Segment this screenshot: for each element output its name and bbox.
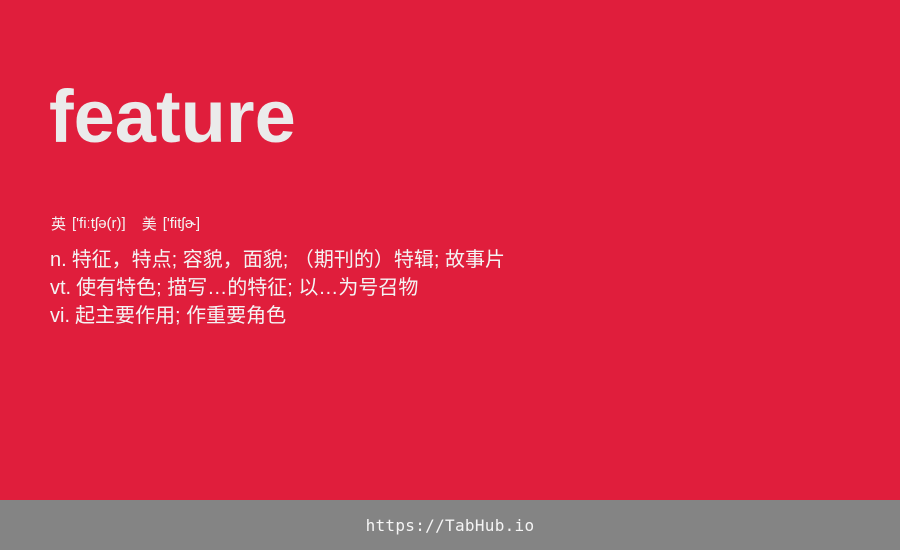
definition-text: 起主要作用; 作重要角色 <box>75 305 287 327</box>
definition-item: vt. 使有特色; 描写…的特征; 以…为号召物 <box>50 274 505 302</box>
part-of-speech: n. <box>50 249 67 271</box>
tabhub-link[interactable]: https://TabHub.io <box>365 515 535 535</box>
footer-bar: https://TabHub.io <box>0 500 900 550</box>
part-of-speech: vi. <box>50 305 70 327</box>
part-of-speech: vt. <box>50 277 72 299</box>
definition-item: vi. 起主要作用; 作重要角色 <box>50 302 505 330</box>
phonetic-uk-text: ['fiːtʃə(r)] <box>72 214 126 232</box>
phonetic-uk-label: 英 <box>51 215 67 233</box>
definition-item: n. 特征，特点; 容貌，面貌; （期刊的）特辑; 故事片 <box>50 246 505 274</box>
phonetics-row: 英 ['fiːtʃə(r)] 美 ['fitʃɚ] <box>51 212 200 234</box>
phonetic-uk: 英 ['fiːtʃə(r)] <box>51 213 126 234</box>
phonetic-us: 美 ['fitʃɚ] <box>142 213 200 234</box>
phonetic-us-label: 美 <box>141 215 157 233</box>
word-title: feature <box>49 75 296 158</box>
phonetic-us-text: ['fitʃɚ] <box>162 214 201 232</box>
definition-text: 特征，特点; 容貌，面貌; （期刊的）特辑; 故事片 <box>71 249 506 271</box>
definition-text: 使有特色; 描写…的特征; 以…为号召物 <box>76 277 419 299</box>
definitions-list: n. 特征，特点; 容貌，面貌; （期刊的）特辑; 故事片 vt. 使有特色; 描写… <box>50 246 505 330</box>
